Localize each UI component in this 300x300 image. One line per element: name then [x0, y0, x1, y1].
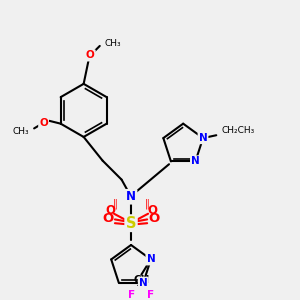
Text: CH₃: CH₃ [13, 127, 29, 136]
Text: CH: CH [133, 275, 150, 285]
Text: O: O [147, 204, 157, 218]
Text: S: S [127, 217, 135, 230]
Text: CH₃: CH₃ [104, 39, 121, 48]
Text: O: O [148, 212, 159, 225]
Text: O: O [39, 118, 48, 128]
Text: ‖: ‖ [112, 199, 117, 209]
Text: ‖: ‖ [145, 199, 150, 209]
Text: S: S [126, 216, 136, 231]
Text: F: F [147, 290, 155, 300]
Text: N: N [126, 190, 136, 203]
Text: O: O [86, 50, 95, 60]
Text: CH₂CH₃: CH₂CH₃ [222, 126, 255, 135]
Text: N: N [199, 133, 207, 143]
Text: N: N [146, 254, 155, 264]
Text: O: O [105, 204, 115, 218]
Text: N: N [191, 156, 200, 167]
Text: F: F [128, 290, 136, 300]
Text: N: N [126, 190, 136, 203]
Text: N: N [139, 278, 148, 288]
Text: O: O [103, 212, 114, 225]
